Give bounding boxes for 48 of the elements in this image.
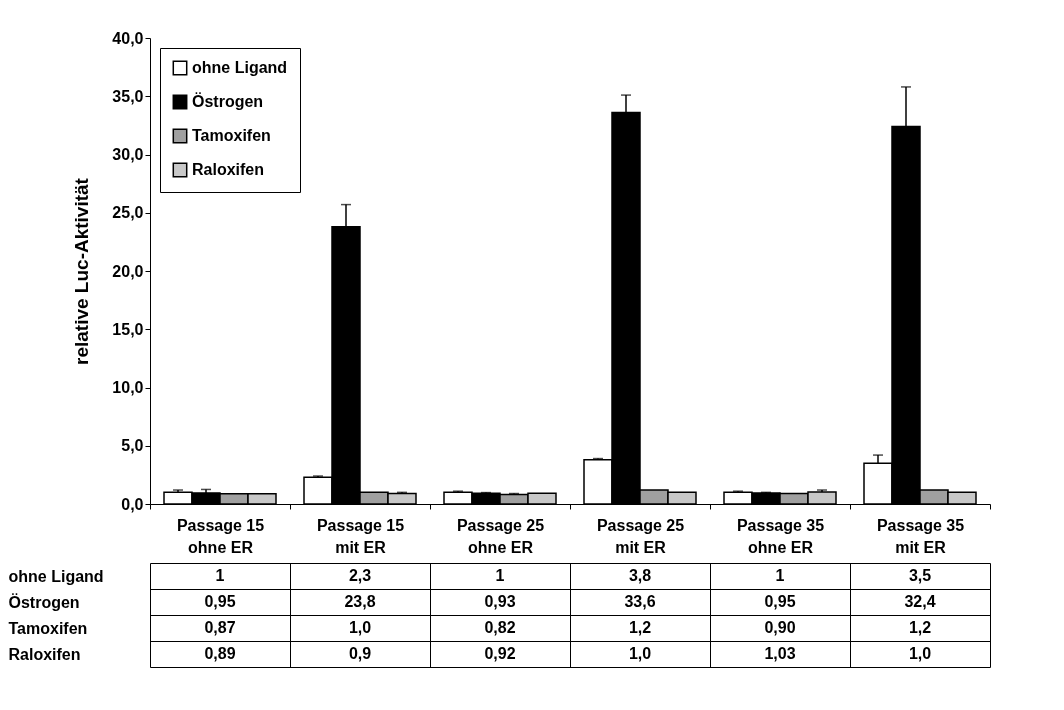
data-label: 1,0 [348,619,372,636]
data-label: 1 [775,567,785,584]
x-tick-label: Passage 25 mit ER [596,516,685,556]
x-tick-label: Passage 15 ohne ER [176,516,265,556]
data-label: 33,6 [624,593,656,610]
data-label: 1 [495,567,505,584]
x-tick-label: Passage 35 ohne ER [736,516,825,556]
y-tick-label: 0,0 [121,495,144,513]
y-tick-label: 35,0 [112,87,144,105]
y-tick-label: 20,0 [112,262,144,280]
data-label: 0,87 [204,619,236,636]
y-tick-label: 40,0 [112,29,144,47]
x-tick-label: Passage 15 mit ER [316,516,405,556]
x-tick-label: Passage 25 ohne ER [456,516,545,556]
text: Tamoxifen [8,619,88,637]
y-tick-label: 15,0 [112,320,144,338]
text: ohne Ligand [8,567,104,585]
data-label: 1,2 [908,619,932,636]
data-label: 2,3 [348,567,372,584]
data-label: 0,93 [484,593,516,610]
x-tick-label: Passage 35 mit ER [876,516,965,556]
data-label: 1,2 [628,619,652,636]
y-tick-label: 5,0 [121,437,144,455]
data-label: 3,5 [908,567,932,584]
data-label: 0,9 [348,645,372,662]
data-label: 3,8 [628,567,652,584]
data-label: 23,8 [344,593,376,610]
data-label: 0,89 [204,645,236,662]
data-label: 0,82 [484,619,516,636]
text: Östrogen [8,593,80,611]
data-label: 1,0 [908,645,932,662]
legend-label: ohne Ligand [192,59,288,76]
data-label: 0,92 [484,645,516,662]
data-label: 1,03 [764,645,796,662]
data-label: 0,95 [764,593,796,610]
data-label: 0,95 [204,593,236,610]
legend-label: Raloxifen [192,161,265,178]
y-tick-label: 25,0 [112,204,144,222]
text: Raloxifen [8,645,81,663]
y-tick-label: 10,0 [112,379,144,396]
y-tick-label: 30,0 [112,146,144,163]
y-axis-title: relative Luc-Aktivität [71,177,93,365]
data-label: 1 [215,567,225,584]
data-label: 32,4 [904,593,936,610]
data-label: 1,0 [628,645,652,662]
legend-label: Tamoxifen [192,127,271,144]
data-label: 0,90 [764,619,796,636]
legend-label: Östrogen [192,92,264,110]
